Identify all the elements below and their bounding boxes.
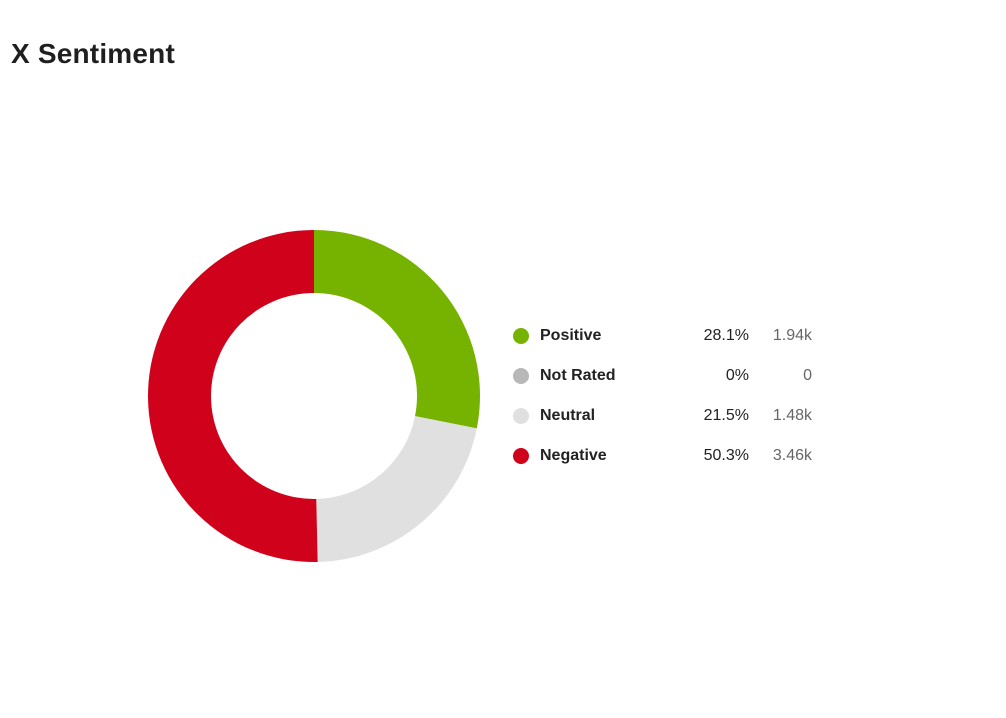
legend-item-not-rated[interactable]: Not Rated 0% 0 bbox=[512, 356, 822, 396]
legend-marker-neutral bbox=[513, 408, 529, 424]
donut-slice-neutral[interactable] bbox=[316, 416, 477, 562]
legend-marker-not-rated bbox=[513, 368, 529, 384]
donut-slices bbox=[147, 230, 480, 562]
donut-slice-positive[interactable] bbox=[314, 230, 480, 429]
legend-count-neutral: 1.48k bbox=[772, 407, 812, 424]
legend-label-negative: Negative bbox=[540, 447, 607, 464]
legend-marker-positive bbox=[513, 328, 529, 344]
legend-label-positive: Positive bbox=[540, 327, 602, 344]
legend-count-negative: 3.46k bbox=[772, 447, 812, 464]
legend-percent-positive: 28.1% bbox=[703, 327, 749, 344]
legend-item-negative[interactable]: Negative 50.3% 3.46k bbox=[512, 436, 822, 476]
legend-count-not-rated: 0 bbox=[803, 367, 812, 384]
chart-title: X Sentiment bbox=[11, 38, 176, 69]
legend-label-not-rated: Not Rated bbox=[540, 367, 616, 384]
legend-percent-negative: 50.3% bbox=[703, 447, 749, 464]
legend-count-positive: 1.94k bbox=[772, 327, 812, 344]
legend-marker-negative bbox=[513, 448, 529, 464]
legend-label-neutral: Neutral bbox=[540, 407, 596, 424]
legend-item-neutral[interactable]: Neutral 21.5% 1.48k bbox=[512, 396, 822, 436]
donut-slice-negative[interactable] bbox=[147, 230, 318, 562]
legend-percent-not-rated: 0% bbox=[725, 367, 749, 384]
chart-legend: Positive 28.1% 1.94k Not Rated 0% 0 Neut… bbox=[512, 316, 822, 476]
legend-percent-neutral: 21.5% bbox=[703, 407, 749, 424]
legend-item-positive[interactable]: Positive 28.1% 1.94k bbox=[512, 316, 822, 356]
